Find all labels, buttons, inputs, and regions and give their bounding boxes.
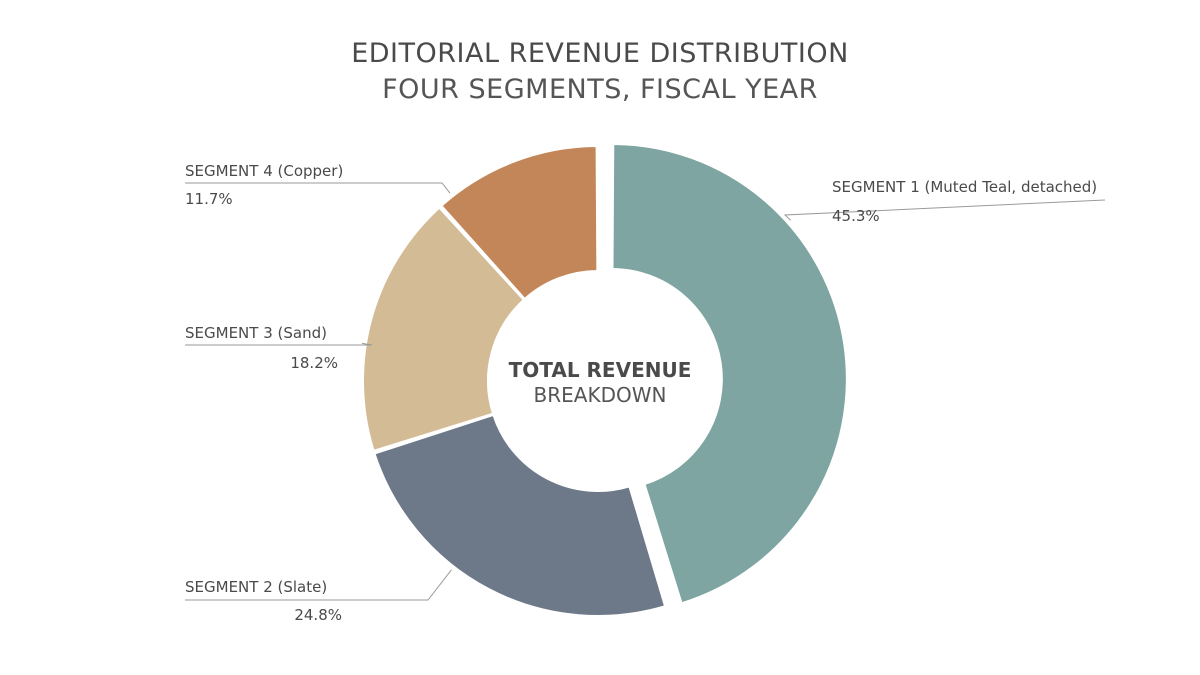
- leader-lines: [185, 182, 1106, 601]
- center-title: TOTAL REVENUE: [509, 358, 692, 382]
- chart-subtitle: FOUR SEGMENTS, FISCAL YEAR: [382, 74, 818, 105]
- slice-value-1: 45.3%: [832, 207, 880, 225]
- leader-line-4: [185, 182, 451, 194]
- chart-title: EDITORIAL REVENUE DISTRIBUTION: [351, 38, 849, 69]
- slice-value-4: 11.7%: [185, 190, 233, 208]
- slice-2: [373, 413, 667, 617]
- leader-line-3: [185, 342, 373, 346]
- slice-3: [362, 206, 526, 453]
- center-subtitle: BREAKDOWN: [534, 383, 667, 407]
- slice-label-4: SEGMENT 4 (Copper): [185, 162, 343, 180]
- slice-label-3: SEGMENT 3 (Sand): [185, 324, 327, 342]
- slice-1: [611, 142, 848, 605]
- slice-value-3: 18.2%: [290, 354, 338, 372]
- slice-labels: SEGMENT 1 (Muted Teal, detached) 45.3% SEG…: [185, 162, 1097, 624]
- slice-label-2: SEGMENT 2 (Slate): [185, 578, 327, 596]
- slice-4: [440, 144, 599, 301]
- slice-value-2: 24.8%: [294, 606, 342, 624]
- leader-line-1: [783, 199, 1106, 221]
- leader-line-2: [185, 569, 452, 601]
- slice-label-1: SEGMENT 1 (Muted Teal, detached): [832, 178, 1097, 196]
- donut-slices: [362, 142, 848, 617]
